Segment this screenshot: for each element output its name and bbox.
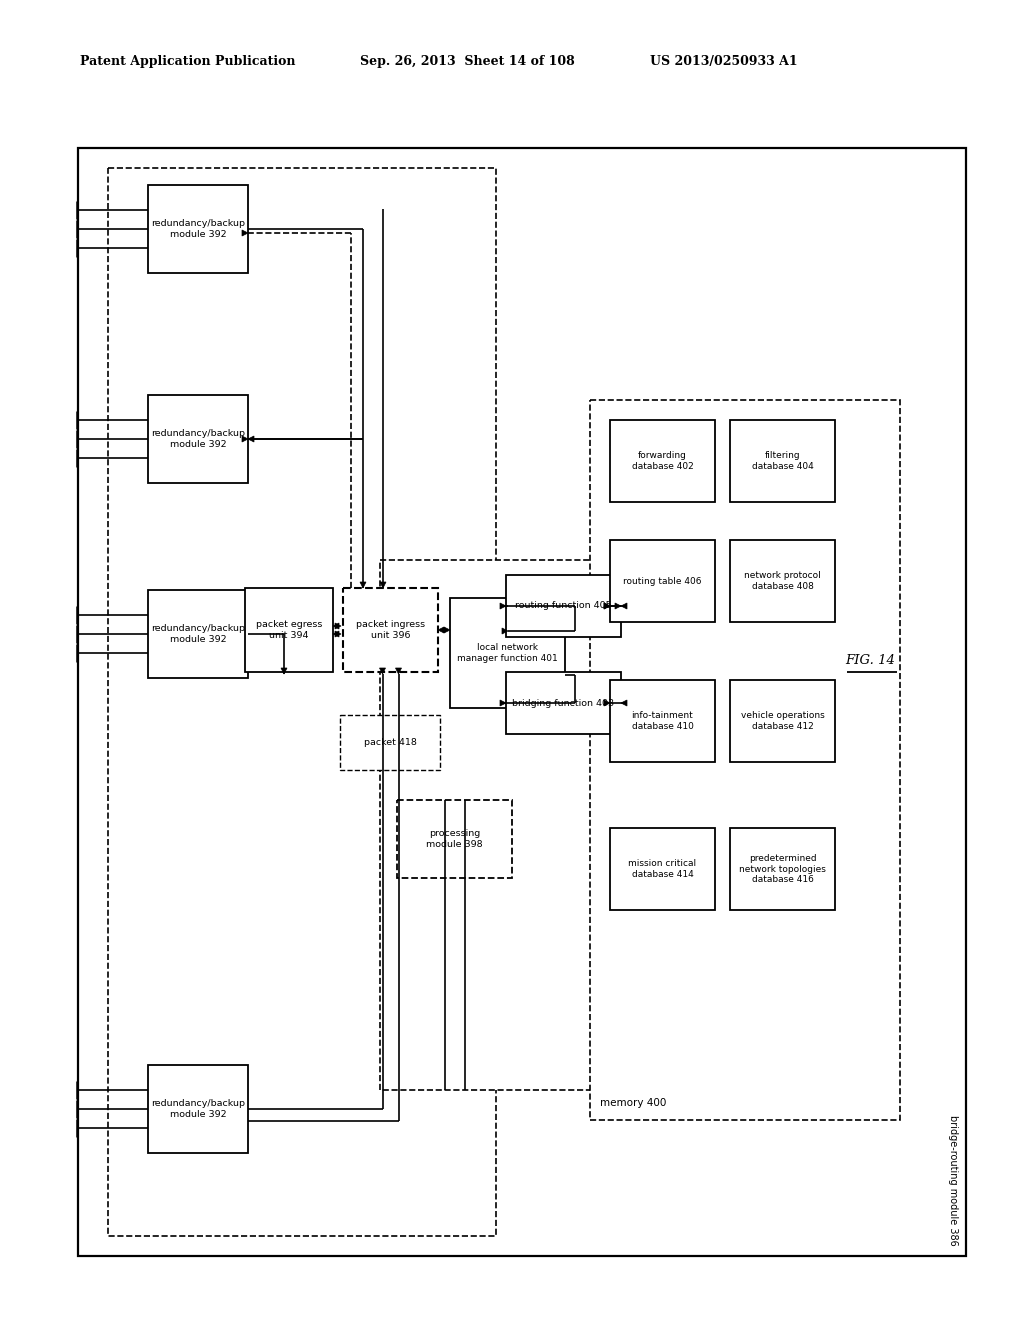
Polygon shape [604,603,610,609]
Text: US 2013/0250933 A1: US 2013/0250933 A1 [650,55,798,69]
Text: routing function 405: routing function 405 [515,602,611,610]
FancyBboxPatch shape [148,1065,248,1152]
Text: info-tainment
database 410: info-tainment database 410 [632,711,693,731]
FancyBboxPatch shape [730,420,835,502]
Polygon shape [621,700,627,706]
Text: memory 400: memory 400 [600,1098,667,1107]
Polygon shape [604,603,610,609]
Text: filtering
database 404: filtering database 404 [752,451,813,471]
Text: redundancy/backup
module 392: redundancy/backup module 392 [151,429,245,449]
Polygon shape [380,668,385,675]
Text: mission critical
database 414: mission critical database 414 [629,859,696,879]
Polygon shape [335,623,341,630]
FancyBboxPatch shape [148,590,248,678]
Text: vehicle operations
database 412: vehicle operations database 412 [740,711,824,731]
Text: bridging function 403: bridging function 403 [512,698,614,708]
FancyBboxPatch shape [730,540,835,622]
Polygon shape [500,700,506,706]
FancyBboxPatch shape [450,598,565,708]
Polygon shape [242,436,248,442]
FancyBboxPatch shape [380,560,645,1090]
FancyBboxPatch shape [340,715,440,770]
FancyBboxPatch shape [78,148,966,1257]
Text: packet 418: packet 418 [364,738,417,747]
Polygon shape [604,700,610,706]
Polygon shape [335,631,341,638]
FancyBboxPatch shape [610,420,715,502]
Polygon shape [444,627,450,634]
Text: local network
manager function 401: local network manager function 401 [457,643,558,663]
Text: bridge-routing module 386: bridge-routing module 386 [948,1115,958,1246]
FancyBboxPatch shape [506,576,621,638]
FancyBboxPatch shape [590,400,900,1119]
Text: packet ingress
unit 396: packet ingress unit 396 [356,620,425,640]
Polygon shape [281,668,287,675]
Polygon shape [333,623,339,630]
Text: forwarding
database 402: forwarding database 402 [632,451,693,471]
FancyBboxPatch shape [506,672,621,734]
Text: FIG. 14: FIG. 14 [845,653,895,667]
Polygon shape [380,582,386,587]
Polygon shape [621,603,627,609]
FancyBboxPatch shape [108,168,496,1236]
Text: processing
module 398: processing module 398 [426,829,482,849]
Text: redundancy/backup
module 392: redundancy/backup module 392 [151,624,245,644]
FancyBboxPatch shape [397,800,512,878]
Polygon shape [500,603,506,609]
Text: redundancy/backup
module 392: redundancy/backup module 392 [151,219,245,239]
Text: routing table 406: routing table 406 [624,577,701,586]
Polygon shape [360,582,366,587]
Text: Sep. 26, 2013  Sheet 14 of 108: Sep. 26, 2013 Sheet 14 of 108 [360,55,574,69]
FancyBboxPatch shape [730,828,835,909]
Text: packet egress
unit 394: packet egress unit 394 [256,620,323,640]
FancyBboxPatch shape [610,828,715,909]
Polygon shape [248,436,254,442]
Polygon shape [615,603,621,609]
Text: network protocol
database 408: network protocol database 408 [744,572,821,591]
Polygon shape [333,631,339,638]
Polygon shape [242,230,248,236]
Polygon shape [395,668,401,675]
FancyBboxPatch shape [610,540,715,622]
FancyBboxPatch shape [148,185,248,273]
Polygon shape [502,628,508,634]
FancyBboxPatch shape [730,680,835,762]
Text: predetermined
network topologies
database 416: predetermined network topologies databas… [739,854,826,884]
Polygon shape [438,627,444,634]
Text: redundancy/backup
module 392: redundancy/backup module 392 [151,1100,245,1119]
FancyBboxPatch shape [610,680,715,762]
Text: Patent Application Publication: Patent Application Publication [80,55,296,69]
FancyBboxPatch shape [148,395,248,483]
FancyBboxPatch shape [245,587,333,672]
FancyBboxPatch shape [343,587,438,672]
